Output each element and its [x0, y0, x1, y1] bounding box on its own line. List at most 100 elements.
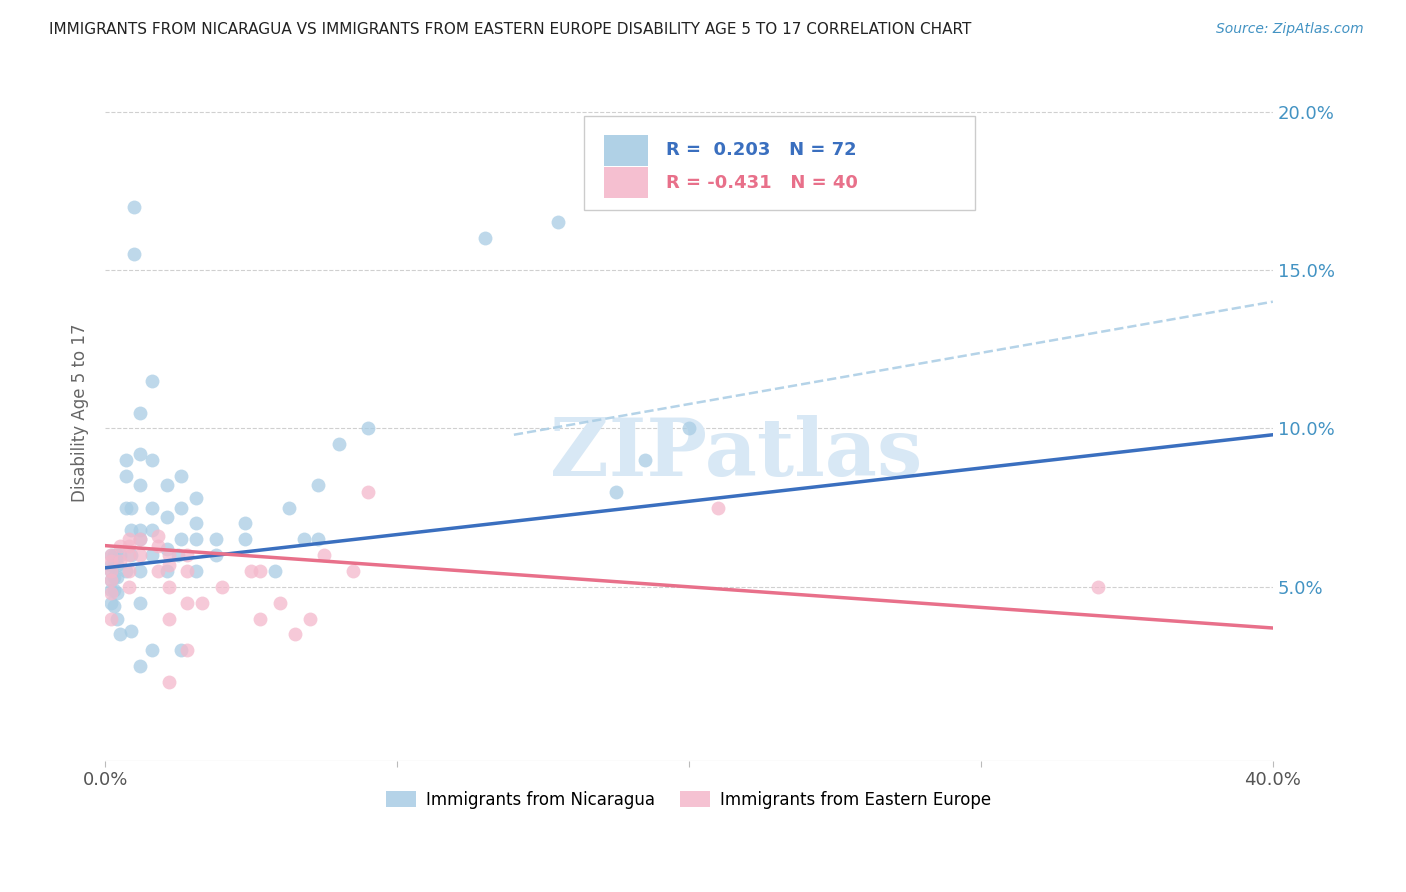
Point	[129, 596, 152, 610]
Point	[105, 558, 128, 572]
Point	[328, 437, 350, 451]
Point	[117, 564, 139, 578]
Point	[357, 421, 380, 435]
Point	[176, 564, 198, 578]
Point	[108, 554, 131, 568]
Point	[100, 611, 122, 625]
Point	[129, 659, 152, 673]
Point	[155, 541, 177, 556]
Point	[129, 447, 152, 461]
Point	[105, 611, 128, 625]
Point	[292, 533, 315, 547]
Point	[114, 500, 136, 515]
Point	[205, 548, 228, 562]
Point	[141, 453, 163, 467]
Point	[103, 599, 125, 613]
Point	[176, 643, 198, 657]
Point	[184, 533, 207, 547]
Point	[108, 627, 131, 641]
Point	[141, 643, 163, 657]
Point	[117, 533, 139, 547]
Point	[357, 484, 380, 499]
Point	[141, 548, 163, 562]
Point	[105, 548, 128, 562]
Point	[141, 500, 163, 515]
FancyBboxPatch shape	[603, 167, 648, 198]
Text: R =  0.203   N = 72: R = 0.203 N = 72	[665, 141, 856, 160]
Point	[114, 469, 136, 483]
Text: Source: ZipAtlas.com: Source: ZipAtlas.com	[1216, 22, 1364, 37]
Point	[121, 523, 143, 537]
Point	[233, 533, 256, 547]
Point	[100, 582, 122, 597]
Point	[307, 533, 329, 547]
Point	[100, 548, 122, 562]
Point	[129, 406, 152, 420]
Point	[100, 554, 122, 568]
Point	[100, 548, 122, 562]
Legend: Immigrants from Nicaragua, Immigrants from Eastern Europe: Immigrants from Nicaragua, Immigrants fr…	[380, 784, 998, 815]
Point	[205, 533, 228, 547]
Point	[124, 247, 146, 261]
Point	[269, 596, 291, 610]
FancyBboxPatch shape	[603, 135, 648, 166]
Point	[211, 580, 233, 594]
Point	[249, 564, 271, 578]
Point	[240, 564, 263, 578]
Text: R = -0.431   N = 40: R = -0.431 N = 40	[665, 174, 858, 192]
Point	[155, 478, 177, 492]
Point	[129, 523, 152, 537]
Point	[284, 627, 307, 641]
Point	[155, 510, 177, 524]
Point	[1087, 580, 1109, 594]
Point	[100, 596, 122, 610]
Point	[278, 500, 301, 515]
Point	[176, 548, 198, 562]
Point	[444, 41, 467, 55]
Point	[100, 574, 122, 588]
Point	[233, 516, 256, 531]
Point	[117, 548, 139, 562]
Point	[100, 574, 122, 588]
Point	[117, 580, 139, 594]
FancyBboxPatch shape	[583, 116, 976, 211]
Point	[129, 478, 152, 492]
Point	[159, 580, 181, 594]
Point	[105, 570, 128, 584]
Point	[100, 558, 122, 572]
Point	[474, 231, 496, 245]
Point	[100, 564, 122, 578]
Point	[129, 564, 152, 578]
Point	[108, 548, 131, 562]
Point	[547, 215, 569, 229]
Y-axis label: Disability Age 5 to 17: Disability Age 5 to 17	[72, 323, 89, 502]
Text: ZIPatlas: ZIPatlas	[550, 416, 922, 493]
Point	[263, 564, 285, 578]
Point	[141, 374, 163, 388]
Point	[184, 564, 207, 578]
Point	[100, 564, 122, 578]
Point	[314, 548, 336, 562]
Point	[298, 611, 321, 625]
Point	[342, 564, 364, 578]
Point	[159, 548, 181, 562]
Point	[108, 539, 131, 553]
Point	[103, 548, 125, 562]
Point	[170, 469, 193, 483]
Point	[146, 529, 169, 543]
Point	[176, 596, 198, 610]
Point	[184, 516, 207, 531]
Point	[105, 586, 128, 600]
Point	[167, 548, 190, 562]
Point	[114, 453, 136, 467]
Point	[634, 453, 657, 467]
Point	[249, 611, 271, 625]
Point	[678, 421, 700, 435]
Point	[605, 484, 627, 499]
Point	[159, 558, 181, 572]
Point	[121, 548, 143, 562]
Point	[124, 200, 146, 214]
Point	[141, 523, 163, 537]
Text: IMMIGRANTS FROM NICARAGUA VS IMMIGRANTS FROM EASTERN EUROPE DISABILITY AGE 5 TO : IMMIGRANTS FROM NICARAGUA VS IMMIGRANTS …	[49, 22, 972, 37]
Point	[190, 596, 212, 610]
